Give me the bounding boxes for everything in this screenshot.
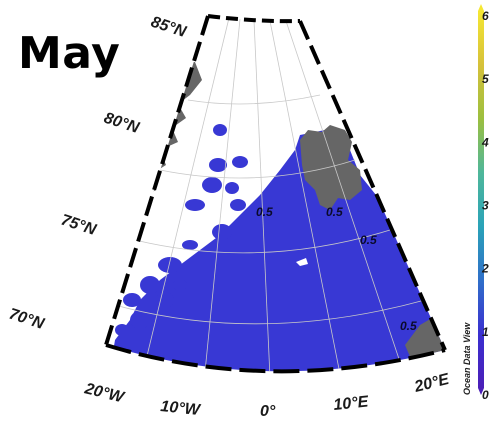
- contour-label: 0.5: [256, 205, 273, 219]
- land-svalbard: [300, 125, 362, 210]
- lat-label-80: 80°N: [102, 110, 142, 137]
- ocean-data-area: [110, 128, 445, 372]
- lat-label-85: 85°N: [149, 14, 189, 41]
- lat-label-70: 70°N: [7, 306, 47, 333]
- colorbar-tick-label: 1: [482, 325, 489, 339]
- ocean-data-patches: [115, 124, 248, 336]
- colorbar-top-cap: [478, 4, 484, 11]
- colorbar-tick-label: 6: [482, 9, 489, 23]
- graticule: [114, 17, 426, 372]
- lon-label-20e: 20°E: [412, 371, 452, 396]
- colorbar-tick-label: 3: [482, 199, 489, 213]
- colorbar-tick-label: 2: [481, 262, 489, 276]
- lon-label-10e: 10°E: [333, 393, 371, 414]
- map-frame: [104, 14, 447, 374]
- month-title: May: [18, 28, 121, 79]
- colorbar: 6 5 4 3 2 1 0: [478, 4, 489, 402]
- lon-label-10w: 10°W: [160, 398, 203, 419]
- land-jan-mayen: [296, 258, 308, 266]
- colorbar-tick-label: 5: [482, 72, 489, 86]
- colorbar-tick-label: 0: [482, 388, 489, 402]
- contour-label: 0.5: [360, 233, 377, 247]
- contour-label: 0.5: [326, 205, 343, 219]
- credit-text: Ocean Data View: [462, 322, 472, 395]
- colorbar-tick-label: 4: [481, 135, 489, 149]
- colorbar-bottom-cap: [478, 388, 484, 395]
- lat-label-75: 75°N: [59, 212, 99, 239]
- contour-label: 0.5: [400, 319, 417, 333]
- lon-label-20w: 20°W: [82, 380, 127, 407]
- colorbar-bar: [478, 11, 484, 388]
- lon-label-0: 0°: [260, 403, 276, 420]
